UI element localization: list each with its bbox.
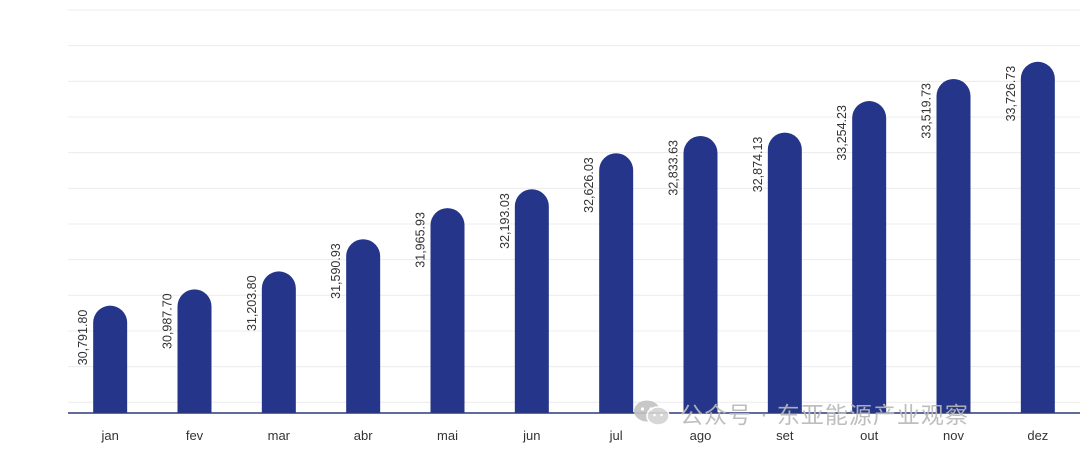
bar-jun [514, 189, 549, 413]
data-label-set: 32,874.13 [751, 137, 765, 193]
x-tick-labels: jan fev mar abr mai jun jul ago set out nov dez [100, 428, 1048, 443]
watermark-text: 公众号 · 东亚能源产业观察 [680, 403, 969, 429]
bar-nov [936, 78, 971, 414]
bar-ago [683, 135, 718, 414]
x-tick-label-dez: dez [1027, 428, 1048, 443]
data-label-jul: 32,626.03 [582, 157, 596, 213]
x-tick-label-mar: mar [268, 428, 291, 443]
data-label-abr: 31,590.93 [329, 243, 343, 299]
bar-mar [261, 271, 296, 413]
x-tick-label-jun: jun [522, 428, 540, 443]
watermark: 公众号 · 东亚能源产业观察 [632, 396, 969, 430]
x-tick-label-ago: ago [690, 428, 712, 443]
bar-abr [346, 239, 381, 413]
bar-jan [93, 305, 128, 413]
x-tick-label-mai: mai [437, 428, 458, 443]
x-tick-label-nov: nov [943, 428, 964, 443]
x-tick-label-jan: jan [100, 428, 118, 443]
grid-lines [68, 9, 1080, 403]
value-labels-group: 30,791.80 30,987.70 31,203.80 31,590.93 31,9… [76, 66, 1018, 366]
bar-mai [430, 208, 465, 413]
data-label-mar: 31,203.80 [245, 275, 259, 331]
x-tick-label-abr: abr [354, 428, 373, 443]
x-tick-label-out: out [860, 428, 878, 443]
bar-set [767, 132, 802, 413]
wechat-icon [632, 398, 672, 428]
data-label-dez: 33,726.73 [1004, 66, 1018, 122]
x-tick-label-fev: fev [186, 428, 204, 443]
data-label-ago: 32,833.63 [667, 140, 681, 196]
x-tick-label-set: set [776, 428, 794, 443]
bar-jul [599, 153, 634, 414]
data-label-mai: 31,965.93 [414, 212, 428, 268]
data-label-nov: 33,519.73 [920, 83, 934, 139]
bar-fev [177, 289, 212, 413]
data-label-jan: 30,791.80 [76, 310, 90, 366]
bar-out [852, 101, 887, 413]
bar-dez [1020, 61, 1055, 413]
data-label-fev: 30,987.70 [161, 293, 175, 349]
bars-group [93, 61, 1055, 414]
x-tick-label-jul: jul [609, 428, 623, 443]
data-label-jun: 32,193.03 [498, 193, 512, 249]
data-label-out: 33,254.23 [835, 105, 849, 161]
